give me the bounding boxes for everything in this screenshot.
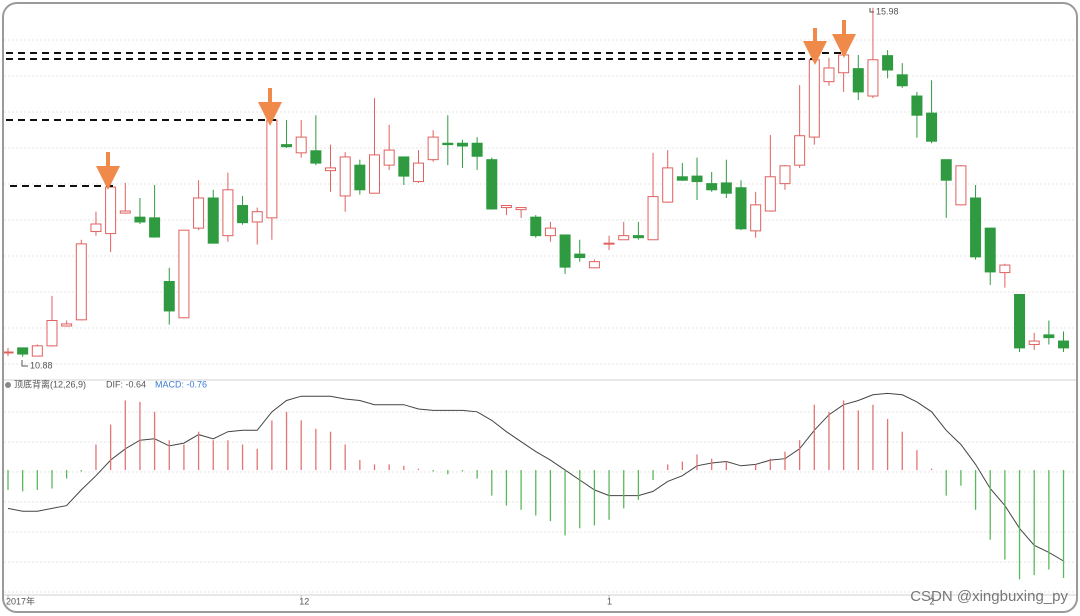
candle-body bbox=[456, 142, 468, 147]
candle-body bbox=[515, 207, 527, 211]
candle-body bbox=[676, 176, 688, 181]
candle-body bbox=[369, 154, 380, 194]
plot-area: 顶底背离(12,26,9) DIF: -0.64 MACD: -0.76 15.… bbox=[4, 6, 1076, 606]
candle-body bbox=[970, 197, 982, 258]
layers bbox=[4, 7, 1076, 599]
candle-body bbox=[207, 197, 219, 244]
candle-body bbox=[412, 162, 424, 183]
candle-body bbox=[149, 217, 161, 238]
high-label: 15.98 bbox=[876, 6, 899, 16]
candle-body bbox=[119, 210, 131, 214]
indicator-title: 顶底背离(12,26,9) bbox=[14, 378, 86, 389]
candle-body bbox=[354, 164, 366, 191]
candle-body bbox=[647, 196, 659, 241]
candle-body bbox=[559, 234, 571, 268]
candle-body bbox=[852, 68, 864, 93]
candle-body bbox=[838, 54, 850, 74]
candle-body bbox=[442, 142, 454, 146]
candle-body bbox=[955, 165, 967, 206]
candle-body bbox=[632, 235, 644, 239]
candle-body bbox=[544, 227, 556, 237]
candle-body bbox=[281, 144, 293, 148]
candle-body bbox=[105, 186, 117, 235]
candle-body bbox=[1014, 294, 1026, 349]
x-tick-label: 1 bbox=[607, 596, 612, 606]
candle-body bbox=[339, 156, 351, 197]
candle-body bbox=[618, 235, 630, 241]
candle-body bbox=[193, 197, 205, 229]
label-leader bbox=[869, 8, 874, 13]
candle-body bbox=[178, 229, 190, 319]
candle-body bbox=[720, 182, 732, 194]
candle-body bbox=[61, 323, 73, 327]
candle-body bbox=[896, 74, 908, 87]
candle-body bbox=[295, 136, 307, 154]
x-tick-label: 12 bbox=[299, 596, 309, 606]
candle-body bbox=[90, 223, 102, 233]
candle-body bbox=[486, 159, 498, 210]
candle-body bbox=[999, 264, 1011, 274]
candle-body bbox=[779, 165, 791, 185]
candle-body bbox=[808, 59, 820, 138]
candle-body bbox=[222, 189, 234, 237]
candle-body bbox=[530, 216, 542, 237]
candle-body bbox=[1058, 340, 1070, 349]
watermark: CSDN @xingbuxing_py bbox=[910, 588, 1068, 605]
candle-body bbox=[31, 345, 43, 357]
candle-body bbox=[237, 205, 249, 224]
candle-body bbox=[1028, 340, 1040, 345]
legend-entry: DIF: -0.64 bbox=[106, 379, 146, 389]
candle-body bbox=[588, 261, 600, 269]
dif-line bbox=[7, 392, 1064, 562]
candle-body bbox=[17, 347, 29, 355]
candle-body bbox=[691, 175, 703, 183]
candle-body bbox=[134, 216, 146, 223]
x-tick-label: 2 bbox=[930, 596, 935, 606]
candle-body bbox=[750, 204, 762, 232]
low-label: 10.88 bbox=[30, 360, 53, 370]
candle-body bbox=[1043, 334, 1055, 339]
candle-body bbox=[310, 150, 322, 164]
candle-body bbox=[46, 320, 58, 347]
candle-body bbox=[325, 167, 337, 172]
candle-body bbox=[764, 176, 776, 212]
candle-body bbox=[427, 136, 439, 161]
candle-body bbox=[794, 135, 806, 166]
candle-body bbox=[500, 205, 512, 209]
candle-body bbox=[603, 242, 615, 245]
candle-body bbox=[823, 67, 835, 83]
candle-body bbox=[75, 243, 87, 321]
x-tick-label: 2017年 bbox=[6, 595, 35, 606]
candle-body bbox=[911, 95, 923, 116]
indicator-icon bbox=[5, 382, 11, 388]
candle-body bbox=[251, 211, 263, 223]
candle-body bbox=[926, 112, 938, 142]
candle-body bbox=[398, 156, 410, 177]
candle-body bbox=[662, 167, 674, 203]
candle-body bbox=[984, 227, 996, 273]
candle-body bbox=[867, 59, 879, 97]
legend-entry: MACD: -0.76 bbox=[155, 379, 207, 389]
candle-body bbox=[940, 159, 952, 181]
label-leader bbox=[21, 360, 28, 367]
candle-body bbox=[471, 142, 483, 157]
candle-body bbox=[706, 183, 718, 191]
candle-body bbox=[735, 187, 747, 230]
candle-body bbox=[163, 280, 175, 312]
candle-body bbox=[4, 351, 14, 354]
candle-body bbox=[882, 55, 894, 71]
candle-body bbox=[383, 149, 395, 166]
candle-body bbox=[574, 253, 586, 259]
candle-body bbox=[266, 119, 278, 219]
